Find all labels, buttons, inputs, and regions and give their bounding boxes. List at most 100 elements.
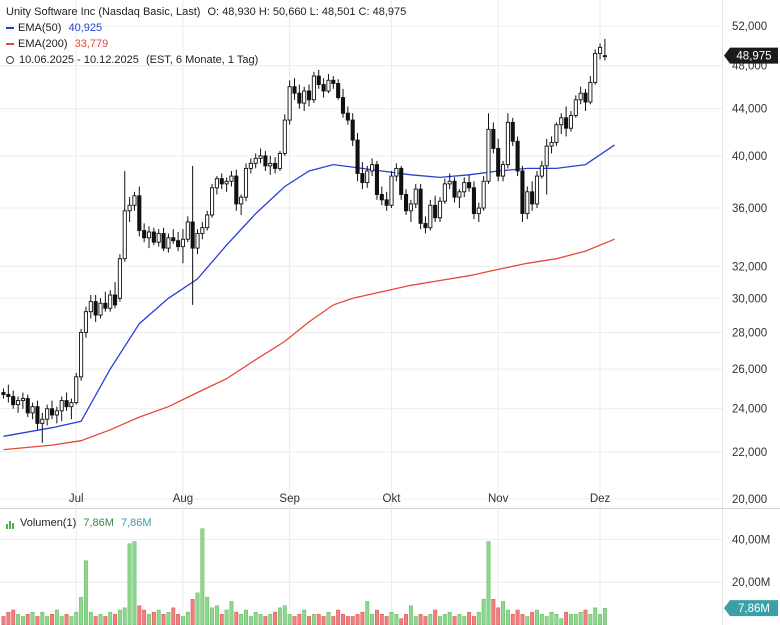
legend-ema50[interactable]: EMA(50) 40,925 [6,22,102,34]
volume-bar [11,609,16,625]
candle-body [336,83,341,99]
candle-body [447,180,452,185]
candle-body [209,187,215,216]
candle-body [98,302,103,316]
last-price-badge [724,47,778,64]
ema200-swatch [6,43,14,46]
volume-bar [229,601,234,625]
time-axis-labels: Jul Aug Sep Okt Nov Dez [69,493,611,505]
volume-bar [205,596,210,625]
volume-bar [350,616,355,625]
volume-bar [549,611,554,625]
candle-body [277,152,283,169]
volume-bar [384,616,389,625]
volume-bar [263,616,268,625]
candle-body [151,231,156,243]
volume-bar [59,616,64,625]
volume-bar [341,614,345,625]
candle-body [598,46,603,54]
candle-body [379,194,384,201]
time-range-row: 10.06.2025 - 10.12.2025 (EST, 6 Monate, … [6,54,258,66]
legend-ema200[interactable]: EMA(200) 33,779 [6,38,108,50]
volume-bar [292,616,297,625]
price-axis-labels: 52,00048,00044,00040,00036,00032,00030,0… [732,21,767,506]
volume-bar [6,611,11,625]
month-tick-label: Aug [173,493,193,505]
volume-bar [379,614,384,625]
candle-body [452,180,457,198]
candle-body [423,222,428,229]
candle-body [205,214,210,229]
candle-body [505,121,510,166]
time-range-note: (EST, 6 Monate, 1 Tag) [145,54,259,66]
candle-body [239,196,244,205]
time-range: 10.06.2025 - 10.12.2025 [19,54,139,66]
volume-bar [273,611,278,625]
volume-bar [467,611,472,625]
volume-bar [326,611,331,625]
month-tick-label: Nov [488,493,509,505]
volume-bar [505,609,510,625]
candle-body [481,180,486,209]
volume-bar [462,616,467,625]
candle-body [311,75,316,101]
volume-bar [573,614,578,625]
candle-body [137,195,142,231]
volume-bar [132,541,137,625]
candle-body [11,396,16,406]
volume-bar [79,596,84,625]
header-ohlc: O: 48,930 H: 50,660 L: 48,501 C: 48,975 [207,6,407,18]
volume-bar [535,609,539,625]
volume-bar [20,616,25,625]
candle-body [112,294,118,306]
volume-bar [161,614,166,625]
candle-body [83,311,88,333]
volume-bar [195,592,200,625]
candle-body [394,167,399,177]
candle-body [16,400,21,406]
candle-body [442,183,447,202]
volume-bar [69,616,74,625]
price-tick-label: 28,000 [732,327,767,339]
candle-body [156,232,161,243]
volume-bar [122,607,127,625]
volume-bar [311,614,316,625]
candle-body [282,119,287,154]
volume-bar [525,616,530,625]
candle-body [93,301,98,316]
legend-volume[interactable]: Volumen(1) 7,86M 7,86M [6,517,152,530]
candle-body [476,207,481,215]
volume-bar [481,599,486,625]
volume-bar [501,601,506,625]
ema200-line [3,238,615,451]
volume-bar [476,611,481,625]
candle-body [559,117,564,126]
candle-body [30,406,35,414]
candle-body [108,294,113,309]
volume-value-2: 7,86M [120,517,152,529]
volume-bar [559,618,564,625]
volume-bar [583,609,588,625]
volume-bar [1,616,6,625]
ema200-path [3,238,615,451]
ema50-path [3,144,615,437]
candle-body [214,178,219,189]
month-tick-label: Dez [590,493,611,505]
volume-bar [287,614,292,625]
candle-body [253,157,258,164]
volume-bar [510,614,515,625]
volume-bar [452,616,457,625]
price-tick-label: 20,000 [732,494,767,506]
candle-body [573,99,578,116]
candle-body [195,232,200,249]
candle-body [413,188,418,205]
volume-bar [520,614,525,625]
candle-body [1,392,6,395]
candle-body [554,124,559,143]
volume-bar [258,614,263,625]
volume-bar [30,611,35,625]
candle-body [602,55,607,58]
candle-body [340,97,346,114]
